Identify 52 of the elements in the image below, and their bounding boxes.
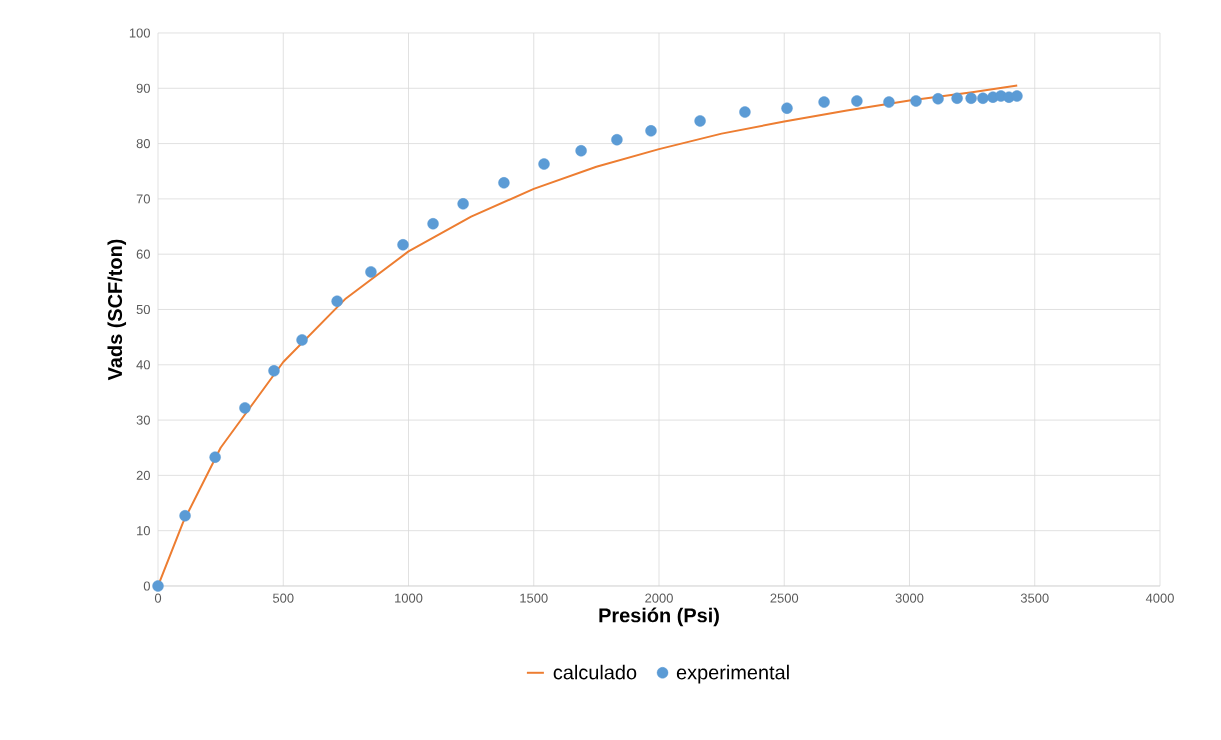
x-tick-label: 0	[154, 593, 162, 603]
point	[932, 93, 944, 105]
point	[883, 96, 895, 108]
point	[397, 239, 409, 251]
point	[427, 218, 439, 230]
point	[965, 92, 977, 104]
y-tick-label: 50	[136, 304, 150, 315]
point	[818, 96, 830, 108]
point	[538, 158, 550, 170]
x-tick-label: 2500	[770, 593, 799, 603]
point	[851, 95, 863, 107]
y-tick-label: 90	[136, 83, 150, 93]
point	[910, 95, 922, 107]
legend-label: experimental	[676, 664, 789, 684]
point	[331, 295, 343, 307]
point	[611, 134, 623, 146]
legend-label: calculado	[553, 664, 637, 680]
point	[575, 145, 587, 157]
y-tick-label: 60	[136, 249, 150, 259]
point	[645, 125, 657, 137]
y-tick-label: 100	[129, 28, 150, 38]
x-tick-label: 500	[272, 593, 294, 603]
x-tick-label: 4000	[1145, 593, 1174, 603]
point	[268, 365, 280, 377]
point	[209, 451, 221, 463]
point	[977, 92, 989, 104]
point	[498, 177, 510, 189]
point	[365, 266, 377, 278]
y-tick-label: 80	[136, 139, 150, 149]
point	[239, 402, 251, 414]
point	[296, 334, 308, 346]
y-axis-title: Vads (SCF/ton)	[107, 239, 127, 381]
y-tick-label: 0	[143, 581, 150, 591]
x-tick-label: 1500	[520, 593, 548, 603]
x-tick-label: 2000	[645, 593, 673, 603]
y-tick-label: 30	[136, 415, 150, 425]
x-axis-title: Presión (Psi)	[599, 607, 719, 627]
point	[951, 92, 963, 104]
x-tick-label: 3000	[895, 593, 924, 603]
x-tick-label: 3500	[1020, 593, 1049, 603]
y-tick-label: 20	[136, 470, 150, 480]
y-tick-label: 70	[136, 194, 150, 204]
point	[694, 115, 706, 127]
x-tick-label: 1000	[395, 593, 423, 603]
point	[457, 198, 469, 210]
point	[781, 102, 793, 114]
point	[1011, 90, 1023, 102]
point	[152, 580, 164, 592]
point	[739, 106, 751, 118]
y-tick-label: 40	[136, 360, 150, 370]
y-tick-label: 10	[137, 526, 150, 536]
point	[179, 510, 191, 522]
